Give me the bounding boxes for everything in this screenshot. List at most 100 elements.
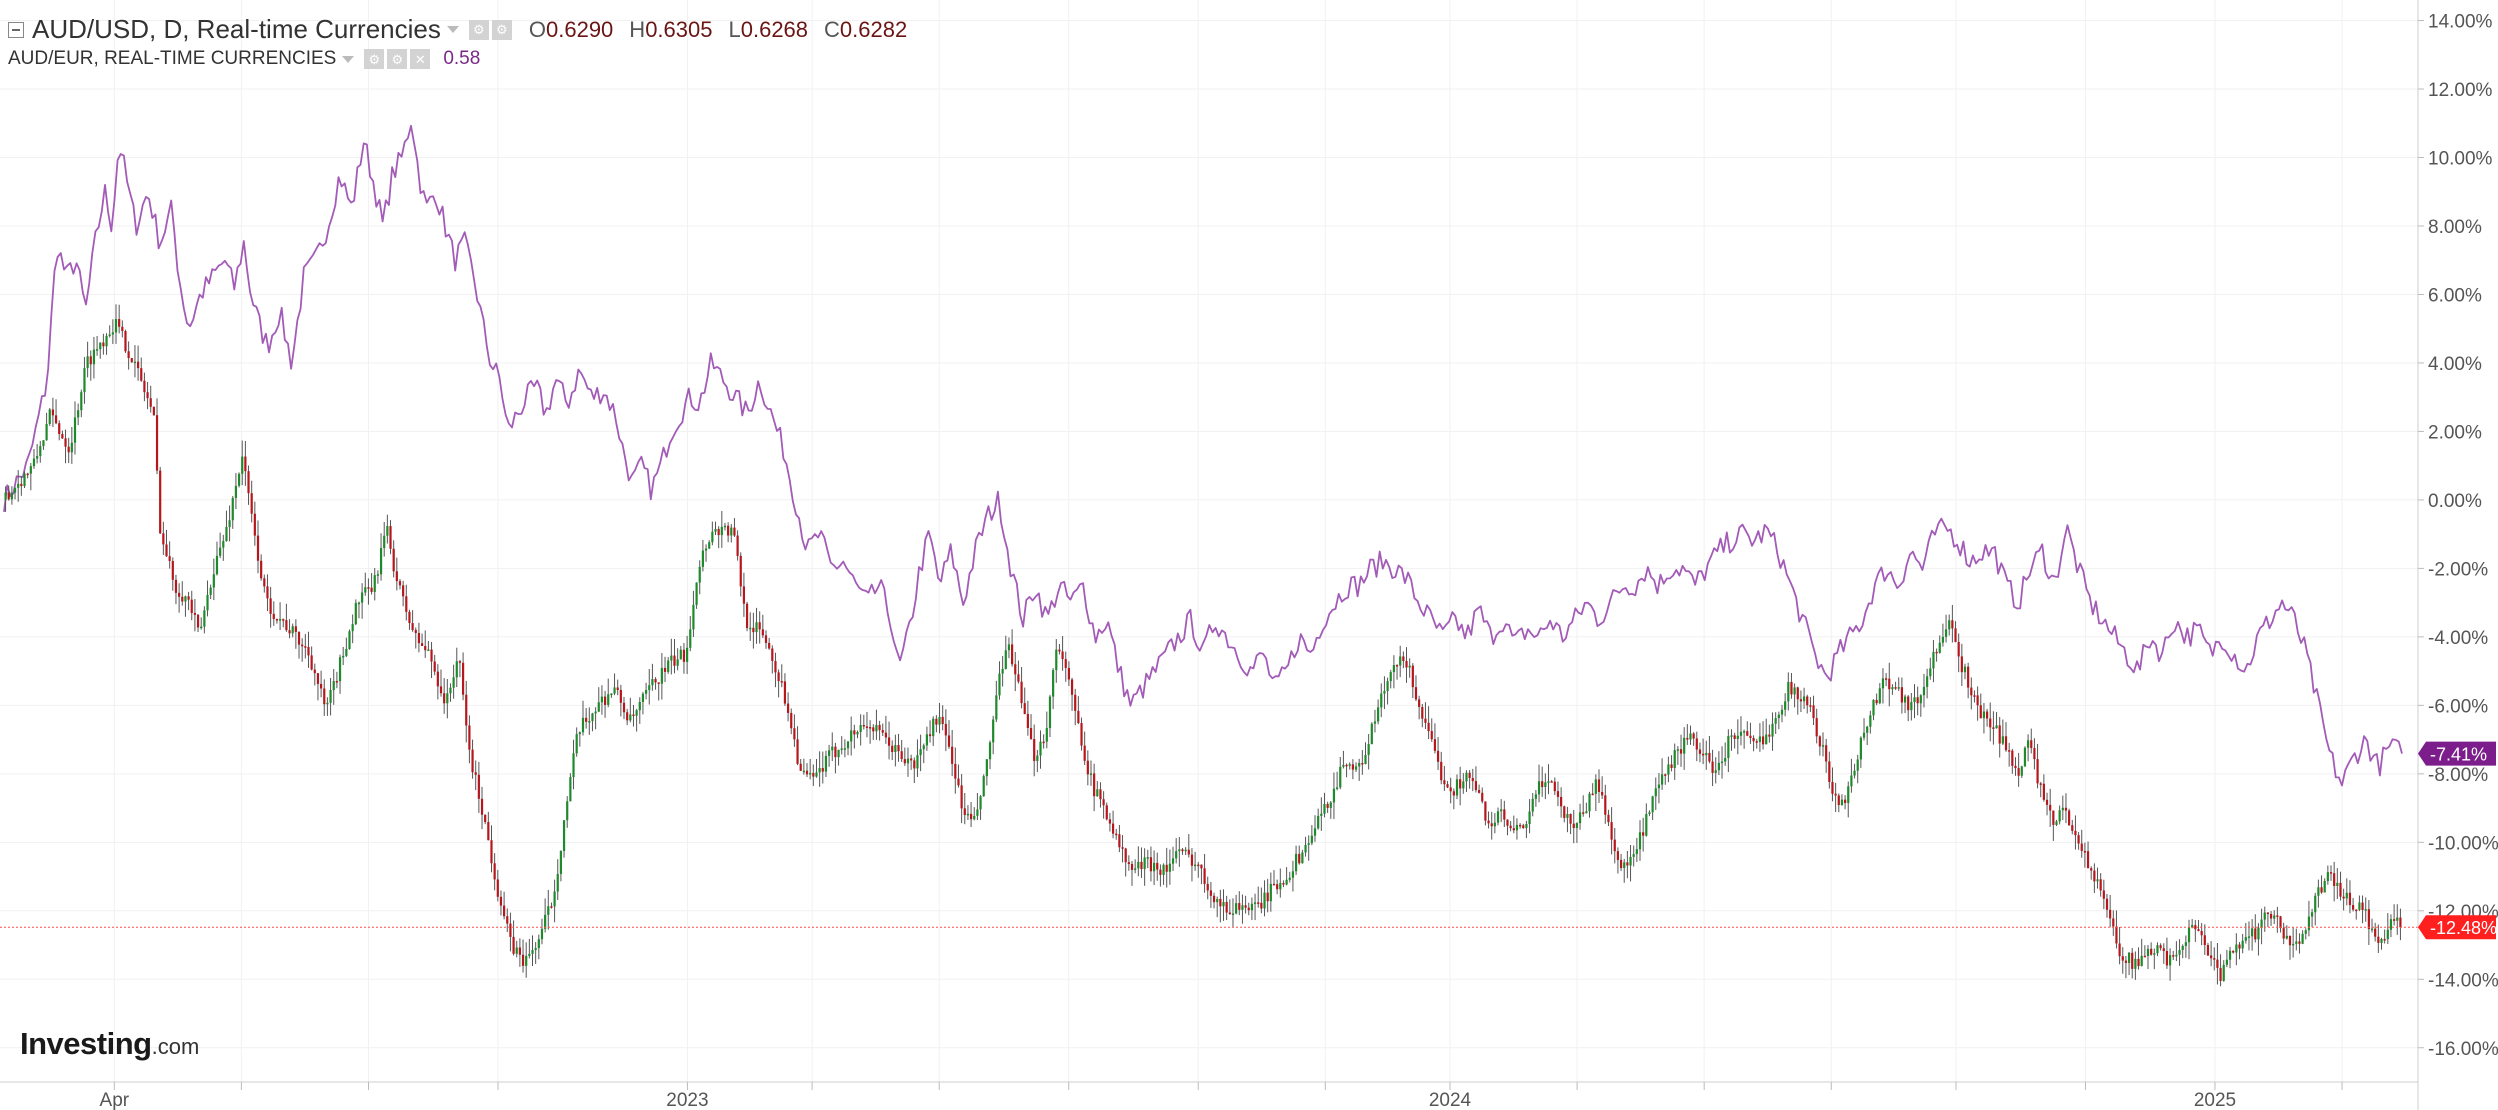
candle [133, 345, 137, 378]
candle [667, 657, 670, 674]
candle [572, 739, 575, 790]
candle-body-down [1670, 764, 1673, 768]
candle-body-down [1440, 761, 1443, 781]
candle-body-down [190, 599, 193, 614]
candle [124, 329, 127, 353]
candle-body-up [588, 721, 591, 723]
candle [1534, 789, 1537, 807]
candle-body-up [1537, 781, 1541, 795]
candle [1074, 688, 1077, 726]
close-icon[interactable]: ✕ [410, 49, 431, 69]
y-tick-label: -10.00% [2428, 833, 2498, 854]
candle [1847, 781, 1850, 818]
candle [648, 669, 651, 705]
candle-body-up [537, 939, 540, 949]
candle-body-up [80, 392, 83, 411]
candle [1474, 766, 1478, 793]
candle-body-down [682, 649, 686, 662]
candle-body-down [174, 579, 178, 593]
candle-body-up [1765, 734, 1768, 745]
candle-body-up [2134, 958, 2137, 969]
candle-body-up [291, 626, 294, 634]
candle [2033, 738, 2036, 770]
candle [1739, 716, 1743, 746]
candle-body-down [1326, 804, 1329, 808]
candle-body-up [1288, 877, 1291, 880]
candle-body-up [2055, 821, 2058, 825]
candle-body-down [285, 620, 288, 631]
candle-body-down [790, 712, 793, 729]
candle-body-down [297, 631, 301, 645]
candle [127, 341, 130, 370]
candle-body-down [269, 598, 272, 614]
candle [654, 677, 657, 690]
candle [1253, 893, 1257, 921]
candle [2109, 894, 2112, 928]
candle [1843, 795, 1847, 810]
candle-body-up [332, 681, 335, 691]
candle [2042, 774, 2045, 802]
candle [2333, 861, 2336, 902]
candle [2143, 945, 2146, 958]
candle-body-up [610, 693, 613, 696]
collapse-icon[interactable] [8, 21, 24, 38]
candle [1200, 864, 1203, 885]
candle-body-down [1411, 665, 1414, 688]
candle [610, 693, 613, 698]
candle [373, 568, 376, 601]
candle [887, 721, 891, 760]
candle-body-up [1342, 764, 1345, 767]
candle [1670, 755, 1673, 772]
candle-body-up [2168, 955, 2172, 966]
candle-body-down [663, 667, 667, 672]
candle [1187, 834, 1190, 858]
candle-body-up [1948, 620, 1951, 630]
candle-body-down [408, 611, 411, 624]
main-series-title[interactable]: AUD/USD, D, Real-time Currencies [32, 14, 441, 44]
candle-body-down [1550, 781, 1553, 783]
candle [17, 470, 20, 502]
settings-icon[interactable]: ⚙ [468, 19, 489, 40]
candle-body-down [1086, 760, 1089, 775]
gear-icon[interactable]: ⚙ [387, 49, 408, 69]
candle-body-up [357, 602, 361, 605]
candle-body-down [2266, 912, 2270, 915]
candle [260, 554, 263, 581]
settings-icon[interactable]: ⚙ [364, 49, 385, 69]
candle [619, 684, 622, 717]
candle-body-up [1216, 898, 1219, 903]
candle-body-up [1926, 676, 1929, 687]
candle [1916, 686, 1919, 716]
candle-body-down [2030, 740, 2033, 749]
candle-body-up [1007, 644, 1011, 651]
candle-body-down [256, 535, 260, 561]
candle [1995, 712, 1998, 729]
gear-icon[interactable]: ⚙ [491, 19, 512, 40]
candle-body-up [1055, 649, 1058, 671]
candle [2178, 939, 2181, 966]
candle-body-up [1645, 813, 1648, 836]
candle-body-up [676, 659, 679, 666]
candle [190, 590, 193, 621]
chevron-down-icon[interactable] [446, 26, 459, 33]
candle [1175, 838, 1178, 864]
candle [1048, 694, 1052, 738]
candle [313, 663, 316, 686]
candle [1070, 677, 1074, 711]
candle-body-down [626, 712, 629, 721]
candle-body-down [2011, 750, 2014, 766]
compare-series-title[interactable]: AUD/EUR, REAL-TIME CURRENCIES [8, 48, 337, 69]
candle-body-down [1768, 734, 1771, 737]
candle [1471, 768, 1474, 792]
candle-body-down [1604, 795, 1607, 815]
candle [1888, 662, 1891, 707]
candle-body-down [2351, 905, 2355, 910]
candle [2222, 960, 2225, 982]
candle-body-down [1686, 737, 1689, 740]
candle [2254, 914, 2257, 943]
candle-body-down [512, 936, 515, 954]
chevron-down-icon[interactable] [342, 55, 355, 63]
candle [1298, 845, 1301, 865]
candle [222, 534, 225, 561]
